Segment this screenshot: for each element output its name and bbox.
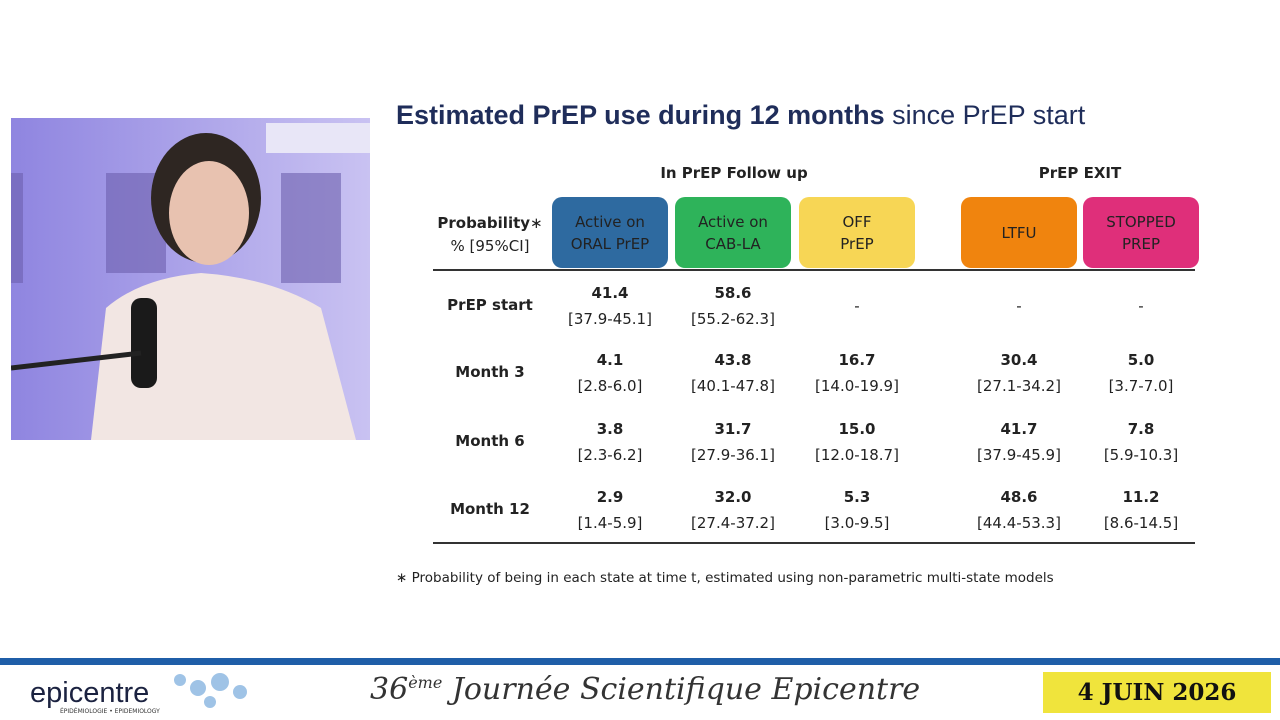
logo-map — [174, 673, 247, 708]
confidence-interval: [1.4-5.9] — [577, 514, 643, 532]
column-header-line: PREP — [1122, 234, 1160, 253]
column-header: STOPPED PREP — [1083, 197, 1199, 268]
estimate: 5.3 — [843, 488, 871, 506]
column-header-line: ORAL PrEP — [570, 234, 650, 253]
event: 36ème Journée Scientifique Epicentre — [370, 672, 920, 707]
estimate: 43.8 — [714, 351, 752, 369]
estimate: 31.7 — [714, 420, 752, 438]
estimate: 2.9 — [596, 488, 624, 506]
confidence-interval: [44.4-53.3] — [977, 514, 1061, 532]
estimate: 7.8 — [1127, 420, 1155, 438]
column-header-line: Active on — [698, 212, 768, 231]
confidence-interval: [3.0-9.5] — [824, 514, 890, 532]
estimate: 41.4 — [591, 284, 629, 302]
row-label: Month 3 — [455, 363, 525, 381]
cell: 58.6 [55.2-62.3] — [668, 280, 798, 332]
estimate: 32.0 — [714, 488, 752, 506]
footer-band — [0, 658, 1280, 665]
row-label: Month 6 — [455, 432, 525, 450]
confidence-interval: [37.9-45.9] — [977, 446, 1061, 464]
empty-cell: - — [854, 297, 860, 315]
confidence-interval: [3.7-7.0] — [1108, 377, 1174, 395]
logo: epicentre — [30, 677, 150, 709]
estimate: 15.0 — [838, 420, 876, 438]
slide-title: Estimated PrEP use during 12 months sinc… — [396, 100, 1085, 131]
rule — [433, 542, 1195, 544]
column-header-line: LTFU — [1001, 223, 1037, 242]
column-header: Active on CAB-LA — [675, 197, 791, 268]
column-header: LTFU — [961, 197, 1077, 268]
estimate: 30.4 — [1000, 351, 1038, 369]
confidence-interval: [12.0-18.7] — [815, 446, 899, 464]
asterisk: ∗ — [530, 214, 543, 232]
header-label: Probability∗ % [95%CI] — [430, 212, 550, 258]
column-header: OFF PrEP — [799, 197, 915, 268]
cell: 5.3 [3.0-9.5] — [792, 484, 922, 536]
group-label: PrEP EXIT — [1038, 164, 1122, 182]
cell: 43.8 [40.1-47.8] — [668, 347, 798, 399]
estimate: 3.8 — [596, 420, 624, 438]
group-label: In PrEP Follow up — [660, 164, 808, 182]
cell: 30.4 [27.1-34.2] — [954, 347, 1084, 399]
estimate: 48.6 — [1000, 488, 1038, 506]
cell: 3.8 [2.3-6.2] — [545, 416, 675, 468]
probability: Probability — [437, 214, 531, 232]
confidence-interval: [5.9-10.3] — [1103, 446, 1179, 464]
empty-cell: - — [1138, 297, 1144, 315]
ci-label: % [95%CI] — [450, 237, 530, 255]
confidence-interval: [8.6-14.5] — [1103, 514, 1179, 532]
column-header-line: OFF — [842, 212, 872, 231]
footnote: ∗ Probability of being in each state at … — [396, 570, 1054, 586]
estimate: 11.2 — [1122, 488, 1160, 506]
empty-cell: - — [1016, 297, 1022, 315]
title-bold: Estimated PrEP use during 12 months — [396, 100, 885, 130]
row-label: PrEP start — [447, 296, 533, 314]
cell: 4.1 [2.8-6.0] — [545, 347, 675, 399]
estimate: 5.0 — [1127, 351, 1155, 369]
cell: 5.0 [3.7-7.0] — [1076, 347, 1206, 399]
column-header-line: STOPPED — [1106, 212, 1176, 231]
cell: 41.4 [37.9-45.1] — [545, 280, 675, 332]
confidence-interval: [55.2-62.3] — [691, 310, 775, 328]
confidence-interval: [27.9-36.1] — [691, 446, 775, 464]
cell: 7.8 [5.9-10.3] — [1076, 416, 1206, 468]
estimate: 4.1 — [596, 351, 624, 369]
confidence-interval: [27.1-34.2] — [977, 377, 1061, 395]
estimate: 58.6 — [714, 284, 752, 302]
column-header-line: PrEP — [840, 234, 874, 253]
confidence-interval: [2.3-6.2] — [577, 446, 643, 464]
cell: 48.6 [44.4-53.3] — [954, 484, 1084, 536]
date: 4 JUIN 2026 — [1043, 672, 1271, 713]
column-header-line: Active on — [575, 212, 645, 231]
confidence-interval: [14.0-19.9] — [815, 377, 899, 395]
cell: 41.7 [37.9-45.9] — [954, 416, 1084, 468]
cell: 31.7 [27.9-36.1] — [668, 416, 798, 468]
estimate: 16.7 — [838, 351, 876, 369]
cell: 15.0 [12.0-18.7] — [792, 416, 922, 468]
rule — [433, 269, 1195, 271]
confidence-interval: [2.8-6.0] — [577, 377, 643, 395]
confidence-interval: [27.4-37.2] — [691, 514, 775, 532]
logo-sub: ÉPIDÉMIOLOGIE • EPIDEMIOLOGY — [60, 708, 160, 715]
estimate: 41.7 — [1000, 420, 1038, 438]
speaker-video — [11, 118, 370, 440]
column-header: Active on ORAL PrEP — [552, 197, 668, 268]
title-rest: since PrEP start — [892, 100, 1086, 130]
event-sup: ème — [408, 673, 443, 692]
cell: 16.7 [14.0-19.9] — [792, 347, 922, 399]
event-num: 36 — [370, 672, 409, 707]
event-text: Journée Scientifique Epicentre — [451, 672, 921, 707]
cell: 11.2 [8.6-14.5] — [1076, 484, 1206, 536]
confidence-interval: [40.1-47.8] — [691, 377, 775, 395]
cell: 32.0 [27.4-37.2] — [668, 484, 798, 536]
column-header-line: CAB-LA — [705, 234, 761, 253]
confidence-interval: [37.9-45.1] — [568, 310, 652, 328]
cell: 2.9 [1.4-5.9] — [545, 484, 675, 536]
row-label: Month 12 — [450, 500, 530, 518]
